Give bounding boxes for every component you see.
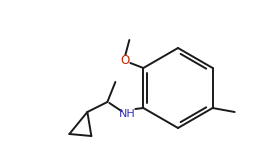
Text: NH: NH xyxy=(119,109,136,119)
Text: O: O xyxy=(121,53,130,66)
